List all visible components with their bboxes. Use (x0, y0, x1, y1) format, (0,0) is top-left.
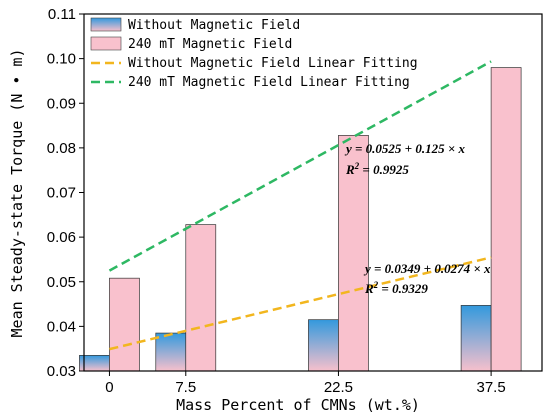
ticks-layer: 0.03 0.04 0.05 0.06 0.07 0.08 0.09 0.10 0.11 0 7.5… (47, 6, 506, 396)
legend-label-240mt-fit: 240 mT Magnetic Field Linear Fitting (128, 75, 410, 90)
y-axis-title: Mean Steady-state Torque (N • m) (8, 49, 26, 338)
fit-line-240mt (108, 60, 492, 272)
y-tick-label-0.08: 0.08 (47, 140, 76, 157)
bar-240mt-22.5 (338, 135, 369, 372)
bar-without-field-22.5 (308, 319, 339, 372)
legend-label-without-field: Without Magnetic Field (128, 18, 300, 33)
y-tick-label-0.09: 0.09 (47, 95, 76, 112)
bar-without-field-7.5 (155, 332, 187, 372)
x-tick-label-37.5: 37.5 (477, 379, 506, 396)
legend-swatch-without-field (90, 17, 122, 32)
fit-equation-240mt: y = 0.0525 + 0.125 × x R2 = 0.9925 (344, 141, 465, 177)
x-tick-label-7.5: 7.5 (175, 379, 196, 396)
bar-240mt-37.5 (490, 67, 522, 372)
x-tick-label-0: 0 (105, 379, 113, 396)
bar-without-field-37.5 (460, 305, 492, 372)
x-tick-label-22.5: 22.5 (324, 379, 353, 396)
equation-240mt: y = 0.0525 + 0.125 × x (344, 141, 465, 156)
y-tick-label-0.07: 0.07 (47, 185, 76, 202)
legend-swatch-240mt (90, 36, 122, 51)
legend-label-240mt: 240 mT Magnetic Field (128, 37, 292, 52)
y-tick-label-0.05: 0.05 (47, 274, 76, 291)
y-tick-label-0.03: 0.03 (47, 363, 76, 380)
legend-label-without-field-fit: Without Magnetic Field Linear Fitting (128, 56, 418, 71)
x-axis-title: Mass Percent of CMNs (wt.%) (176, 396, 420, 414)
y-tick-label-0.10: 0.10 (47, 51, 76, 68)
y-tick-label-0.06: 0.06 (47, 229, 76, 246)
equation-without-field: y = 0.0349 + 0.0274 × x (363, 261, 491, 276)
fit-lines-layer (108, 60, 492, 351)
r-squared-240mt: R2 = 0.9925 (345, 161, 409, 177)
legend: Without Magnetic Field 240 mT Magnetic F… (90, 17, 418, 90)
bar-240mt-0 (109, 277, 140, 372)
r-squared-without-field: R2 = 0.9329 (364, 280, 428, 296)
fit-equation-without-field: y = 0.0349 + 0.0274 × x R2 = 0.9329 (363, 261, 491, 296)
bar-240mt-7.5 (185, 224, 217, 372)
fit-line-without-field (109, 256, 492, 351)
bars-layer (79, 67, 522, 372)
y-tick-label-0.11: 0.11 (48, 6, 76, 23)
y-tick-label-0.04: 0.04 (47, 318, 76, 335)
